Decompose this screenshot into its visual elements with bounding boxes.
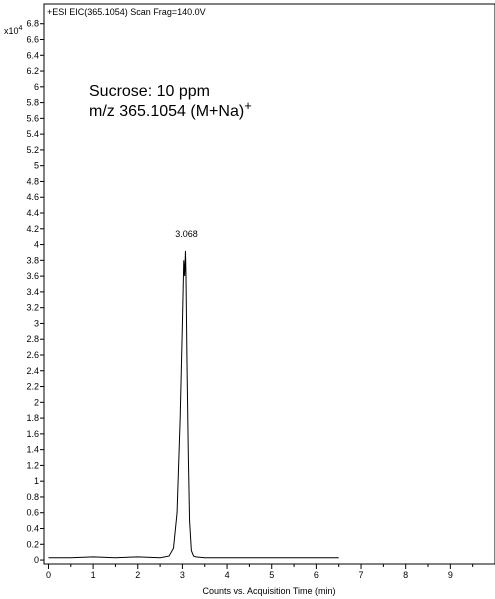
y-tick-label: 5.6 (26, 113, 39, 123)
annotation-superscript: + (244, 98, 252, 113)
y-tick-label: 6.4 (26, 50, 39, 60)
y-tick-label: 4 (34, 240, 39, 250)
x-tick-label: 6 (314, 570, 319, 580)
y-tick-label: 2 (34, 397, 39, 407)
y-tick-label: 0 (34, 555, 39, 565)
axis-ticks: 0 0.2 0.4 0.6 0.8 1 1.2 1.4 1.6 1.8 2 2.2 2.4 2.6 2.8 3… (26, 19, 474, 580)
y-tick-label: 3 (34, 318, 39, 328)
peak-label: 3.068 (175, 229, 198, 239)
y-tick-label: 5.4 (26, 129, 39, 139)
series-line (48, 250, 339, 559)
y-tick-label: 2.4 (26, 366, 39, 376)
y-multiplier-exponent: 4 (19, 25, 23, 32)
annotation-line2-main: m/z 365.1054 (M+Na) (89, 103, 244, 120)
x-tick-label: 4 (225, 570, 230, 580)
chart-header: +ESI EIC(365.1054) Scan Frag=140.0V (47, 7, 206, 17)
y-tick-label: 2.8 (26, 334, 39, 344)
y-tick-label: 6.8 (26, 19, 39, 29)
y-tick-label: 1 (34, 476, 39, 486)
annotation-line1: Sucrose: 10 ppm (89, 83, 210, 100)
y-tick-label: 4.4 (26, 208, 39, 218)
y-tick-label: 1.2 (26, 460, 39, 470)
y-tick-label: 1.8 (26, 413, 39, 423)
x-axis-label: Counts vs. Acquisition Time (min) (202, 586, 335, 596)
y-tick-label: 5.2 (26, 145, 39, 155)
y-tick-label: 5.8 (26, 98, 39, 108)
y-tick-label: 3.4 (26, 287, 39, 297)
y-tick-label: 4.8 (26, 176, 39, 186)
x-tick-label: 5 (269, 570, 274, 580)
x-tick-label: 1 (91, 570, 96, 580)
y-tick-label: 0.4 (26, 524, 39, 534)
x-tick-label: 2 (135, 570, 140, 580)
y-multiplier-base: x10 (4, 26, 19, 36)
annotation-line2: m/z 365.1054 (M+Na)+ (89, 98, 252, 120)
y-tick-label: 2.2 (26, 382, 39, 392)
x-tick-label: 3 (180, 570, 185, 580)
y-tick-label: 0.6 (26, 508, 39, 518)
y-tick-label: 1.4 (26, 445, 39, 455)
y-tick-label: 3.6 (26, 271, 39, 281)
x-tick-label: 9 (448, 570, 453, 580)
series-layer (48, 250, 339, 559)
x-tick-label: 8 (403, 570, 408, 580)
y-tick-label: 4.2 (26, 224, 39, 234)
y-tick-label: 6.6 (26, 34, 39, 44)
y-tick-label: 2.6 (26, 350, 39, 360)
x-tick-label: 7 (359, 570, 364, 580)
y-tick-label: 3.8 (26, 255, 39, 265)
y-tick-label: 3.2 (26, 303, 39, 313)
y-tick-label: 0.8 (26, 492, 39, 502)
y-tick-label: 6 (34, 82, 39, 92)
x-tick-label: 0 (46, 570, 51, 580)
plot-frame (43, 3, 495, 565)
y-tick-label: 0.2 (26, 539, 39, 549)
y-tick-label: 5 (34, 161, 39, 171)
y-multiplier: x104 (4, 25, 23, 36)
y-tick-label: 4.6 (26, 192, 39, 202)
y-tick-label: 6.2 (26, 66, 39, 76)
y-tick-label: 1.6 (26, 429, 39, 439)
